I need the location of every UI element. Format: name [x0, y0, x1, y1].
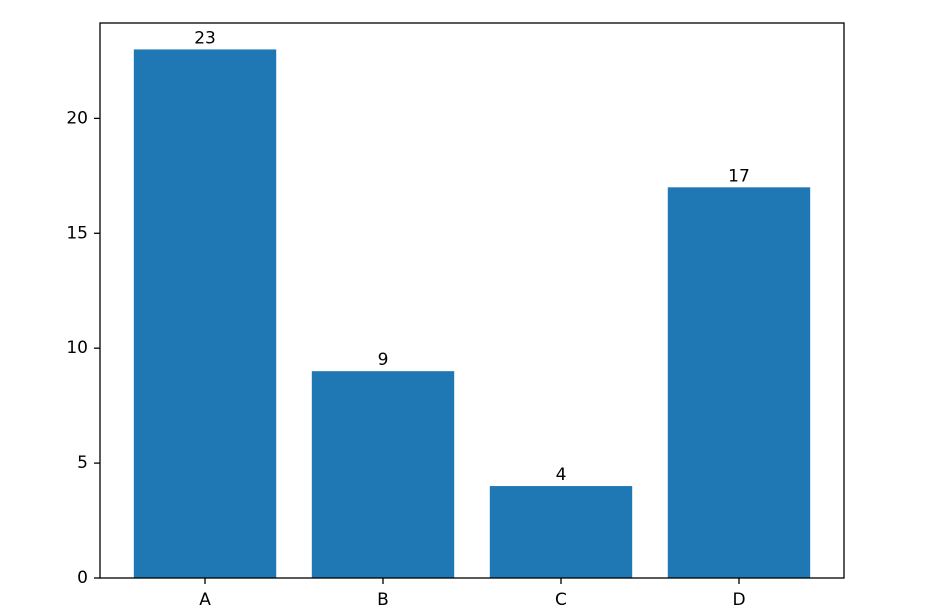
bar: [667, 187, 811, 578]
y-tick-label: 15: [66, 223, 88, 243]
x-tick-label: B: [377, 590, 389, 610]
y-tick-label: 5: [77, 453, 88, 473]
data-label: 17: [728, 166, 750, 186]
plot-frame: [99, 22, 845, 579]
y-tick-label: 10: [66, 338, 88, 358]
x-tick-label: A: [199, 590, 211, 610]
data-label: 23: [194, 28, 216, 48]
data-label: 4: [556, 465, 567, 485]
bar: [489, 486, 633, 578]
y-tick-label: 20: [66, 108, 88, 128]
x-tick-label: D: [732, 590, 745, 610]
bar: [133, 49, 277, 578]
x-tick-label: C: [555, 590, 567, 610]
data-label: 9: [378, 350, 389, 370]
bar: [311, 371, 455, 578]
y-tick-label: 0: [77, 568, 88, 588]
